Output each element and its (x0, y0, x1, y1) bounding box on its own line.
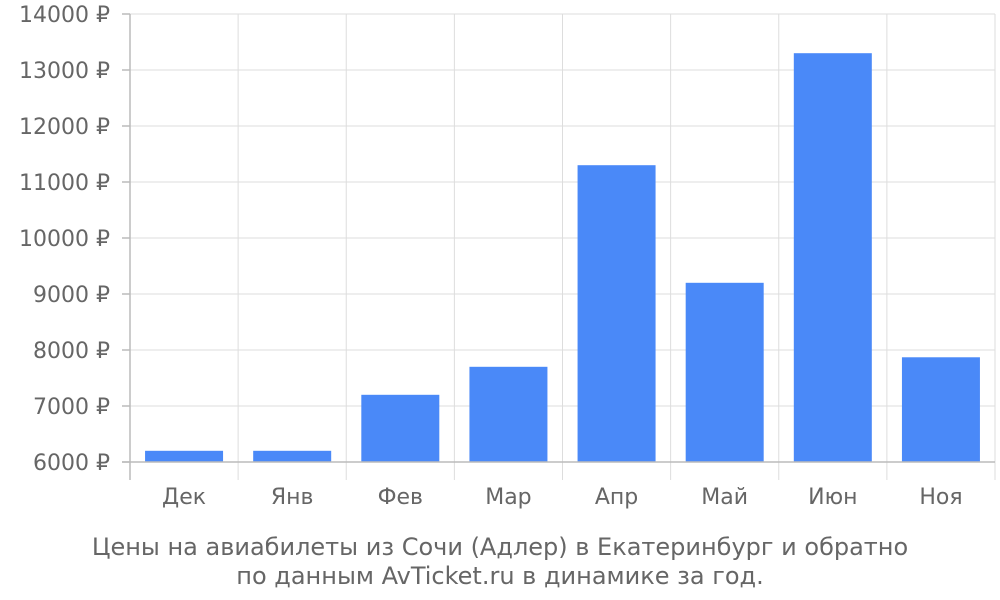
y-tick-label: 9000 ₽ (33, 283, 110, 308)
y-tick-label: 11000 ₽ (19, 171, 110, 196)
bar-7 (793, 53, 872, 462)
x-tick-label: Апр (595, 485, 638, 510)
grid-lines (130, 13, 996, 480)
y-tick-label: 12000 ₽ (19, 115, 110, 140)
x-tick-label: Мар (485, 485, 531, 510)
y-tick-label: 7000 ₽ (33, 395, 110, 420)
x-tick-label: Дек (162, 485, 206, 510)
bar-4 (469, 366, 548, 462)
y-tick-label: 13000 ₽ (19, 59, 110, 84)
bar-8 (901, 357, 980, 462)
x-tick-label: Ноя (919, 485, 962, 510)
bar-6 (685, 282, 764, 462)
y-axis-tick-labels: 6000 ₽ 7000 ₽ 8000 ₽ 9000 ₽ 10000 ₽ 11000 ₽ 12… (19, 3, 110, 476)
y-tick-label: 10000 ₽ (19, 227, 110, 252)
y-tick-label: 8000 ₽ (33, 339, 110, 364)
x-tick-label: Май (701, 485, 748, 510)
y-tick-label: 14000 ₽ (19, 3, 110, 28)
y-tick-label: 6000 ₽ (33, 451, 110, 476)
x-tick-label: Фев (378, 485, 423, 510)
bars (145, 53, 980, 462)
bar-3 (361, 394, 440, 462)
bar-5 (577, 165, 656, 462)
chart-caption-line-1: Цены на авиабилеты из Сочи (Адлер) в Ека… (92, 533, 908, 561)
chart-caption-line-2: по данным AvTicket.ru в динамике за год. (236, 562, 764, 590)
bar-1 (145, 450, 224, 462)
x-tick-label: Июн (808, 485, 857, 510)
x-tick-label: Янв (271, 485, 314, 510)
axes (122, 13, 995, 480)
x-axis-tick-labels: Дек Янв Фев Мар Апр Май Июн Ноя (162, 485, 963, 510)
bar-2 (253, 450, 332, 462)
